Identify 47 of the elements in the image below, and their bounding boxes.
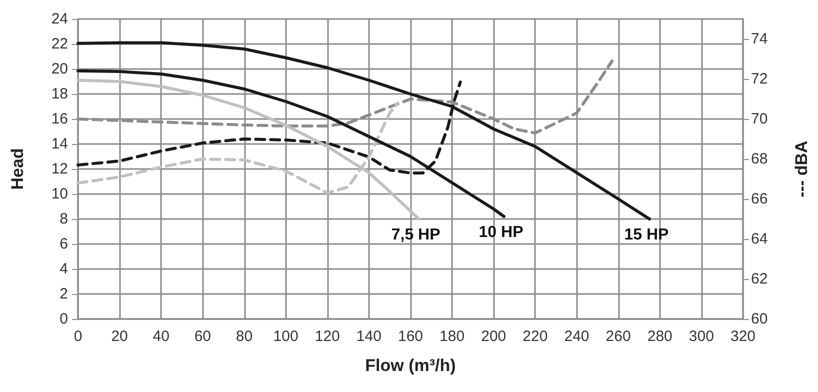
x-tick-label: 100 (273, 328, 298, 345)
annotation: 15 HP (624, 226, 670, 244)
y2-tick-label: 74 (751, 30, 768, 48)
y2-tick-label: 64 (751, 230, 768, 248)
x-tick-label: 40 (152, 328, 170, 345)
x-tick-label: 220 (522, 328, 548, 345)
y-tick-label: 2 (60, 286, 68, 302)
x-tick-label: 140 (356, 328, 382, 345)
y-axis-title: Head (8, 148, 27, 190)
x-tick-label: 80 (236, 328, 253, 345)
y2-tick-label: 60 (751, 310, 768, 328)
x-tick-label: 120 (314, 328, 340, 345)
y2-tick-label: 68 (751, 150, 768, 168)
annotation: 10 HP (478, 224, 524, 241)
y2-tick-label: 66 (751, 190, 768, 208)
x-tick-label: 200 (481, 328, 506, 345)
y2-tick-label: 70 (751, 110, 768, 128)
x-tick-label: 20 (111, 328, 128, 345)
y-tick-label: 6 (60, 236, 68, 252)
y-tick-label: 22 (51, 36, 68, 52)
y-tick-label: 24 (51, 10, 68, 28)
line-series (76, 69, 506, 218)
y-tick-label: 8 (60, 210, 68, 228)
y-tick-label: 16 (51, 110, 68, 128)
line-series (76, 41, 651, 220)
x-tick-label: 280 (647, 328, 672, 345)
y-tick-label: 0 (60, 310, 68, 328)
y-tick-label: 4 (60, 260, 68, 278)
x-tick-label: 260 (606, 328, 631, 345)
y2-axis-title: --- dBA (792, 140, 811, 198)
x-tick-label: 160 (398, 328, 424, 345)
y-tick-label: 14 (51, 136, 68, 152)
y-tick-label: 10 (51, 186, 68, 202)
y2-tick-label: 62 (751, 270, 768, 288)
x-tick-label: 0 (74, 328, 82, 345)
x-tick-label: 60 (194, 328, 212, 345)
x-tick-label: 300 (688, 328, 714, 345)
y2-tick-label: 72 (751, 70, 768, 88)
annotation: 7,5 HP (391, 226, 441, 244)
x-tick-label: 180 (440, 328, 465, 345)
x-tick-label: 320 (730, 328, 756, 345)
y-tick-label: 18 (51, 86, 68, 102)
y-tick-label: 12 (51, 160, 68, 178)
line-series (76, 78, 420, 220)
y-tick-label: 20 (51, 60, 68, 78)
x-axis-title: Flow (m³/h) (365, 356, 456, 375)
x-tick-label: 240 (564, 328, 590, 345)
